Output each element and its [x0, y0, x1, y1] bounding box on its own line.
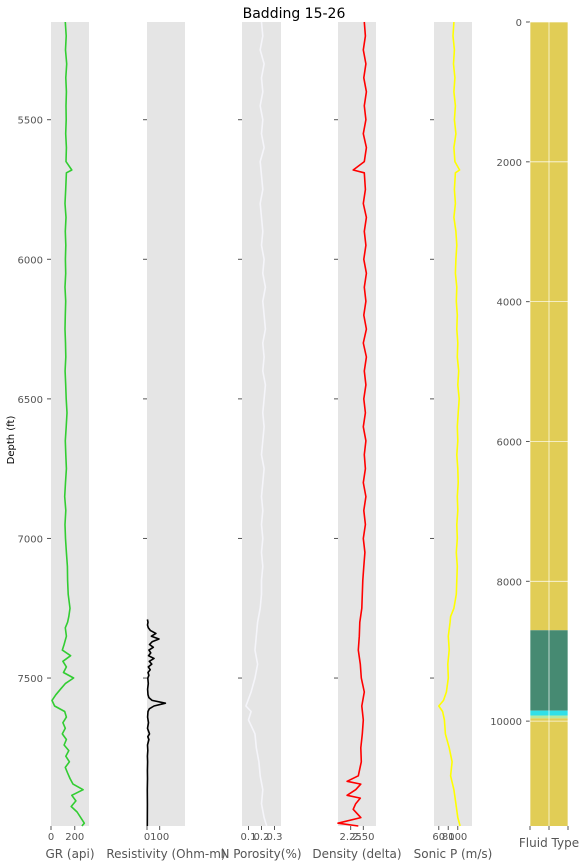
x-tick-label: 0	[144, 832, 150, 843]
track-background	[147, 22, 185, 826]
log-curve	[437, 21, 461, 827]
fluid-y-tick-label: 4000	[497, 298, 522, 309]
fluid-y-tick-label: 6000	[497, 437, 522, 448]
track-1: 0 100 Resistivity (Ohm-m)	[106, 22, 226, 861]
y-tick-label: 7000	[18, 534, 43, 545]
track-0: 0 200 5500 6000 6500 7000 7500 GR (api)	[18, 21, 95, 861]
chart-title: Badding 15-26	[243, 6, 346, 22]
track-3: 2.252.50 Density (delta)	[312, 21, 402, 861]
y-axis-label: Depth (ft)	[6, 416, 17, 465]
x-tick-label: 0.3	[267, 832, 283, 843]
fluid-y-tick-label: 8000	[497, 577, 522, 588]
track-background	[51, 22, 89, 826]
log-curve	[51, 21, 86, 827]
x-tick-label: 100	[150, 832, 169, 843]
x-tick-label: 80	[442, 832, 455, 843]
x-tick-label: 60	[432, 832, 445, 843]
x-tick-label: 2.50	[352, 832, 374, 843]
fluid-track: 0 2000 4000 6000 8000 10000 Fluid Type	[490, 18, 579, 850]
track-2: 0.10.20.3 N Porosity(%)	[220, 21, 302, 861]
fluid-y-tick-label: 10000	[490, 717, 522, 728]
track-background	[434, 22, 472, 826]
x-tick-label: 0.2	[254, 832, 270, 843]
track-background	[242, 22, 281, 826]
y-tick-label: 6500	[18, 395, 43, 406]
track-label: N Porosity(%)	[220, 847, 301, 861]
track-label: Density (delta)	[312, 847, 401, 861]
fluid-y-tick-label: 0	[516, 18, 522, 29]
track-label: Sonic P (m/s)	[414, 847, 493, 861]
y-tick-label: 7500	[18, 674, 43, 685]
fluid-y-tick-label: 2000	[497, 158, 522, 169]
y-tick-label: 5500	[18, 116, 43, 127]
y-tick-label: 6000	[18, 255, 43, 266]
log-curve	[337, 21, 368, 827]
log-curve	[146, 619, 167, 827]
x-tick-label: 0.1	[241, 832, 257, 843]
track-label: GR (api)	[45, 847, 94, 861]
track-background	[338, 22, 376, 826]
fluid-track-label: Fluid Type	[519, 836, 579, 850]
log-curve	[245, 21, 268, 827]
track-label: Resistivity (Ohm-m)	[106, 847, 225, 861]
x-tick-label: 200	[65, 832, 84, 843]
x-tick-label: 2.25	[340, 832, 362, 843]
x-tick-label: 0	[48, 832, 54, 843]
x-tick-label: 100	[448, 832, 467, 843]
